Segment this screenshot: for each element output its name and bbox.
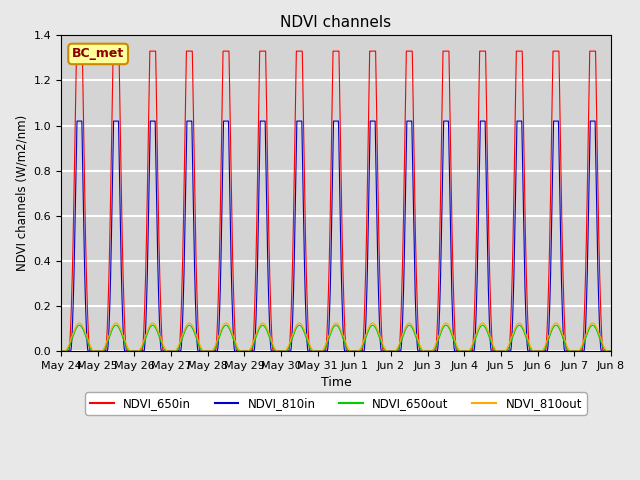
NDVI_810in [607,348,615,354]
NDVI_650in [490,348,498,354]
NDVI_810in [490,348,498,354]
NDVI_810out [57,348,65,354]
Text: BC_met: BC_met [72,48,124,60]
NDVI_650in [412,252,420,258]
NDVI_810in [73,118,81,124]
Title: NDVI channels: NDVI channels [280,15,392,30]
NDVI_650out [175,345,182,350]
NDVI_810out [175,342,182,348]
NDVI_650out [490,346,498,352]
NDVI_810out [412,331,420,337]
NDVI_810in [412,313,420,319]
NDVI_810in [605,348,613,354]
NDVI_810in [169,348,177,354]
NDVI_650out [76,323,83,328]
NDVI_650in [175,348,182,354]
NDVI_650out [169,348,177,354]
NDVI_650in [263,125,271,131]
Y-axis label: NDVI channels (W/m2/nm): NDVI channels (W/m2/nm) [15,115,28,271]
NDVI_810in [175,348,182,354]
Line: NDVI_650out: NDVI_650out [61,325,611,351]
NDVI_650in [605,348,613,354]
NDVI_810out [169,348,177,354]
Line: NDVI_650in: NDVI_650in [61,51,611,351]
NDVI_650out [605,348,613,354]
NDVI_810in [263,217,271,223]
NDVI_810out [263,325,271,331]
X-axis label: Time: Time [321,376,351,389]
NDVI_810in [57,348,65,354]
Line: NDVI_810out: NDVI_810out [61,323,611,351]
Line: NDVI_810in: NDVI_810in [61,121,611,351]
NDVI_650out [263,328,271,334]
NDVI_650in [72,48,80,54]
NDVI_650out [57,348,65,354]
NDVI_650in [57,348,65,354]
NDVI_810out [605,348,613,354]
NDVI_650out [412,334,420,340]
NDVI_650out [607,348,615,354]
Legend: NDVI_650in, NDVI_810in, NDVI_650out, NDVI_810out: NDVI_650in, NDVI_810in, NDVI_650out, NDV… [85,392,587,415]
NDVI_810out [490,344,498,349]
NDVI_650in [169,348,177,354]
NDVI_810out [607,348,615,354]
NDVI_650in [607,348,615,354]
NDVI_810out [76,320,83,326]
